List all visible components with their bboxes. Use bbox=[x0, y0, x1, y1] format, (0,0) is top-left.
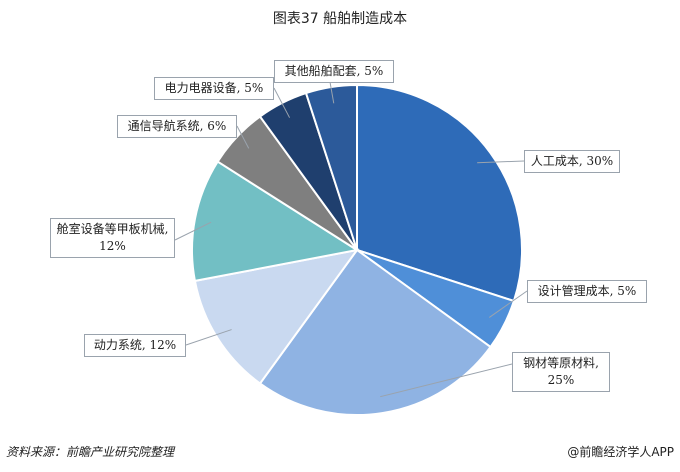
leader-line bbox=[380, 363, 513, 398]
pie-slice bbox=[258, 248, 492, 417]
leader-line bbox=[185, 329, 232, 346]
pie-slice bbox=[191, 160, 360, 283]
leader-line bbox=[329, 81, 335, 104]
data-label: 电力电器设备, 5% bbox=[154, 77, 274, 100]
data-label: 通信导航系统, 6% bbox=[117, 115, 237, 138]
data-label: 动力系统, 12% bbox=[84, 334, 186, 357]
brand: @前瞻经济学人APP bbox=[567, 445, 674, 459]
leader-line bbox=[236, 125, 250, 149]
pie-slice bbox=[193, 248, 360, 385]
leader-line bbox=[174, 221, 212, 241]
chart-title: 图表37 船舶制造成本 bbox=[272, 11, 408, 27]
leader-line bbox=[273, 87, 291, 118]
source-note: 资料来源：前瞻产业研究院整理 bbox=[6, 445, 175, 459]
data-label: 钢材等原材料, 25% bbox=[512, 352, 610, 392]
data-label: 设计管理成本, 5% bbox=[527, 280, 647, 303]
data-label: 舱室设备等甲板机械, 12% bbox=[50, 218, 175, 258]
data-label: 人工成本, 30% bbox=[524, 150, 620, 173]
leader-line bbox=[489, 290, 528, 318]
pie-slice bbox=[356, 83, 523, 303]
leader-line bbox=[477, 160, 525, 164]
data-label: 其他船舶配套, 5% bbox=[274, 60, 394, 83]
